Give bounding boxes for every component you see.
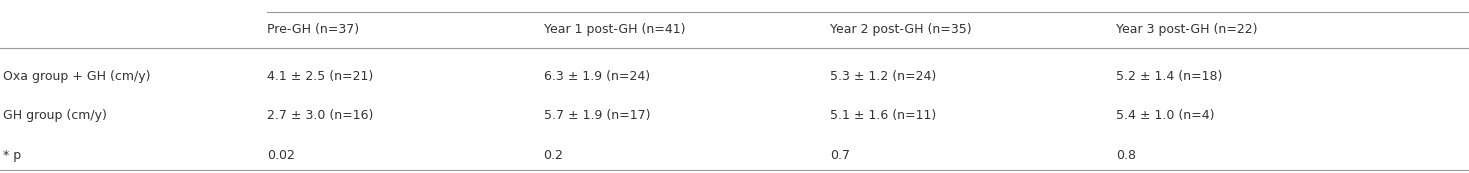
Text: 6.3 ± 1.9 (n=24): 6.3 ± 1.9 (n=24) (544, 70, 649, 84)
Text: 5.7 ± 1.9 (n=17): 5.7 ± 1.9 (n=17) (544, 109, 649, 122)
Text: 5.2 ± 1.4 (n=18): 5.2 ± 1.4 (n=18) (1116, 70, 1222, 84)
Text: * p: * p (3, 149, 21, 162)
Text: 5.4 ± 1.0 (n=4): 5.4 ± 1.0 (n=4) (1116, 109, 1215, 122)
Text: 2.7 ± 3.0 (n=16): 2.7 ± 3.0 (n=16) (267, 109, 373, 122)
Text: Year 1 post-GH (n=41): Year 1 post-GH (n=41) (544, 23, 685, 36)
Text: Year 3 post-GH (n=22): Year 3 post-GH (n=22) (1116, 23, 1257, 36)
Text: 0.2: 0.2 (544, 149, 564, 162)
Text: 4.1 ± 2.5 (n=21): 4.1 ± 2.5 (n=21) (267, 70, 373, 84)
Text: 0.02: 0.02 (267, 149, 295, 162)
Text: Oxa group + GH (cm/y): Oxa group + GH (cm/y) (3, 70, 150, 84)
Text: 0.7: 0.7 (830, 149, 851, 162)
Text: 0.8: 0.8 (1116, 149, 1137, 162)
Text: 5.1 ± 1.6 (n=11): 5.1 ± 1.6 (n=11) (830, 109, 936, 122)
Text: Year 2 post-GH (n=35): Year 2 post-GH (n=35) (830, 23, 971, 36)
Text: Pre-GH (n=37): Pre-GH (n=37) (267, 23, 360, 36)
Text: GH group (cm/y): GH group (cm/y) (3, 109, 107, 122)
Text: 5.3 ± 1.2 (n=24): 5.3 ± 1.2 (n=24) (830, 70, 936, 84)
